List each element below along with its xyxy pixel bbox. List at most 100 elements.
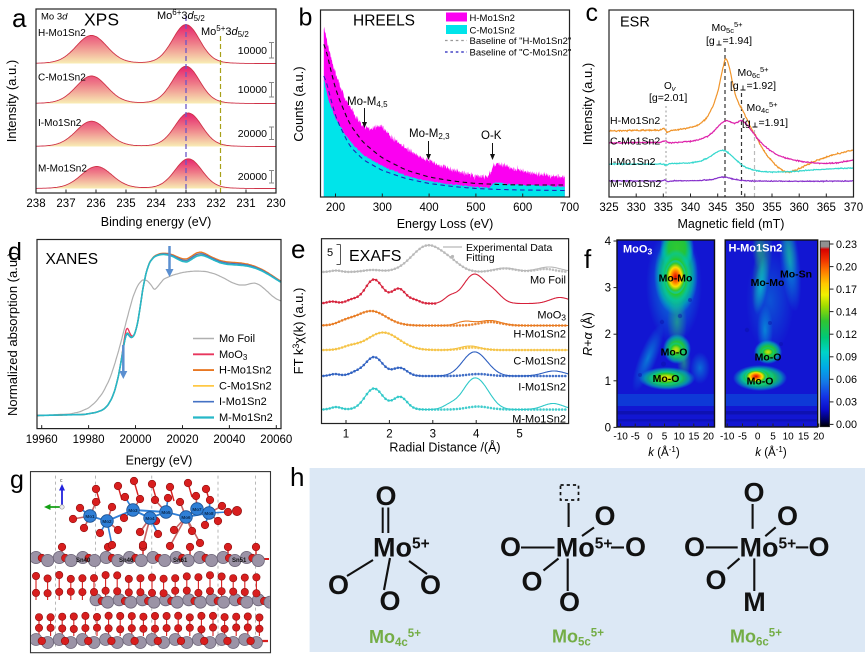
svg-text:O: O [705, 565, 726, 595]
svg-text:2: 2 [386, 429, 392, 441]
svg-text:200: 200 [326, 202, 345, 214]
svg-text:Mo Foil: Mo Foil [530, 275, 566, 287]
svg-text:c: c [586, 0, 599, 27]
svg-text:Baseline of "C-Mo1Sn2": Baseline of "C-Mo1Sn2" [470, 48, 572, 59]
svg-text:325: 325 [599, 202, 618, 214]
svg-text:237: 237 [56, 198, 75, 210]
svg-text:Mo-O: Mo-O [747, 376, 774, 388]
svg-text:d: d [8, 238, 22, 266]
svg-text:Mo-Mo: Mo-Mo [751, 277, 785, 289]
svg-text:20060: 20060 [260, 434, 292, 446]
svg-text:Normalized absorption (a.u.): Normalized absorption (a.u.) [5, 252, 20, 416]
svg-text:4: 4 [605, 236, 612, 248]
svg-text:700: 700 [560, 202, 579, 214]
svg-text:365: 365 [817, 202, 836, 214]
svg-text:1: 1 [605, 376, 611, 388]
svg-text:Mo4: Mo4 [145, 516, 155, 521]
svg-text:355: 355 [762, 202, 781, 214]
svg-text:H-Mo1Sn2: H-Mo1Sn2 [38, 28, 86, 39]
svg-text:0.09: 0.09 [836, 352, 857, 364]
svg-text:Mo7: Mo7 [192, 507, 202, 512]
svg-text:Mo2: Mo2 [102, 519, 112, 524]
svg-text:XANES: XANES [46, 251, 99, 268]
svg-text:O: O [625, 532, 646, 562]
svg-text:I-Mo1Sn2: I-Mo1Sn2 [38, 118, 82, 129]
svg-text:=1.91]: =1.91] [759, 117, 789, 129]
svg-text:5: 5 [516, 429, 522, 441]
svg-text:MoO3: MoO3 [219, 349, 248, 362]
svg-text:Mo-M2,3: Mo-M2,3 [409, 128, 450, 141]
svg-text:Energy (eV): Energy (eV) [126, 454, 193, 468]
svg-text:Baseline of "H-Mo1Sn2": Baseline of "H-Mo1Sn2" [470, 36, 572, 47]
svg-text:C-Mo1Sn2: C-Mo1Sn2 [610, 136, 660, 148]
svg-text:O: O [328, 570, 349, 600]
svg-text:20000: 20000 [238, 171, 267, 183]
svg-text:HREELS: HREELS [353, 13, 415, 30]
svg-text:[g=2.01]: [g=2.01] [649, 92, 687, 104]
svg-text:350: 350 [735, 202, 754, 214]
svg-text:C-Mo1Sn2: C-Mo1Sn2 [470, 26, 515, 37]
svg-text:230: 230 [266, 198, 285, 210]
svg-text:234: 234 [146, 198, 166, 210]
svg-text:Mo Foil: Mo Foil [219, 333, 255, 345]
svg-text:Mo6: Mo6 [181, 515, 191, 520]
svg-text:-5: -5 [631, 432, 640, 443]
svg-text:C-Mo1Sn2: C-Mo1Sn2 [219, 380, 272, 392]
svg-text:a: a [12, 3, 27, 33]
svg-text:Mo-O: Mo-O [755, 352, 782, 364]
svg-text:FT k3χ(k) (a.u.): FT k3χ(k) (a.u.) [291, 288, 306, 375]
svg-text:Mo1: Mo1 [85, 514, 95, 519]
svg-text:H-Mo1Sn2: H-Mo1Sn2 [219, 365, 272, 377]
svg-text:Radial Distance /(Å): Radial Distance /(Å) [389, 440, 500, 455]
svg-text:300: 300 [373, 202, 392, 214]
svg-text:231: 231 [236, 198, 255, 210]
svg-text:k (Å-1): k (Å-1) [648, 445, 680, 459]
svg-text:R+α (Å): R+α (Å) [580, 312, 595, 356]
svg-text:c: c [60, 478, 63, 484]
svg-text:5: 5 [662, 432, 668, 443]
svg-text:20000: 20000 [238, 128, 267, 140]
svg-text:10000: 10000 [238, 84, 267, 96]
svg-text:20: 20 [813, 432, 825, 443]
svg-text:O: O [375, 481, 396, 511]
svg-text:[g: [g [730, 80, 739, 92]
svg-text:5: 5 [770, 432, 776, 443]
svg-text:0: 0 [605, 422, 611, 434]
svg-text:O: O [420, 570, 441, 600]
svg-text:O: O [379, 586, 400, 616]
svg-text:O: O [808, 532, 829, 562]
svg-text:O: O [500, 532, 521, 562]
svg-text:233: 233 [176, 198, 195, 210]
svg-text:20: 20 [703, 432, 715, 443]
svg-text:345: 345 [708, 202, 727, 214]
svg-text:Mo 3d: Mo 3d [41, 12, 68, 23]
svg-text:340: 340 [681, 202, 700, 214]
svg-text:Sn51: Sn51 [232, 558, 247, 564]
svg-text:Energy Loss (eV): Energy Loss (eV) [397, 217, 494, 231]
svg-text:Mo-Sn: Mo-Sn [780, 269, 812, 281]
svg-text:Intensity (a.u.): Intensity (a.u.) [580, 63, 595, 145]
svg-text:[g: [g [742, 117, 751, 129]
svg-text:O: O [684, 532, 705, 562]
svg-text:Counts (a.u.): Counts (a.u.) [291, 66, 306, 141]
svg-text:MoO3: MoO3 [623, 244, 652, 257]
svg-text:Ov: Ov [664, 81, 677, 93]
svg-text:19960: 19960 [26, 434, 58, 446]
svg-text:500: 500 [466, 202, 485, 214]
svg-text:3: 3 [430, 429, 436, 441]
svg-text:Sn61: Sn61 [173, 558, 188, 564]
svg-text:20040: 20040 [213, 434, 245, 446]
svg-text:236: 236 [86, 198, 105, 210]
svg-text:0.17: 0.17 [836, 284, 857, 296]
svg-text:Mo6+3d5/2: Mo6+3d5/2 [157, 8, 205, 23]
svg-text:10: 10 [783, 432, 795, 443]
svg-text:M-Mo1Sn2: M-Mo1Sn2 [610, 178, 662, 190]
svg-text:=1.92]: =1.92] [747, 80, 777, 92]
svg-text:600: 600 [513, 202, 532, 214]
svg-text:10000: 10000 [238, 45, 267, 57]
svg-text:-10: -10 [720, 432, 735, 443]
svg-text:Intensity (a.u.): Intensity (a.u.) [4, 60, 19, 142]
svg-text:20020: 20020 [167, 434, 199, 446]
svg-text:2: 2 [605, 329, 611, 341]
svg-text:I-Mo1Sn2: I-Mo1Sn2 [219, 396, 267, 408]
